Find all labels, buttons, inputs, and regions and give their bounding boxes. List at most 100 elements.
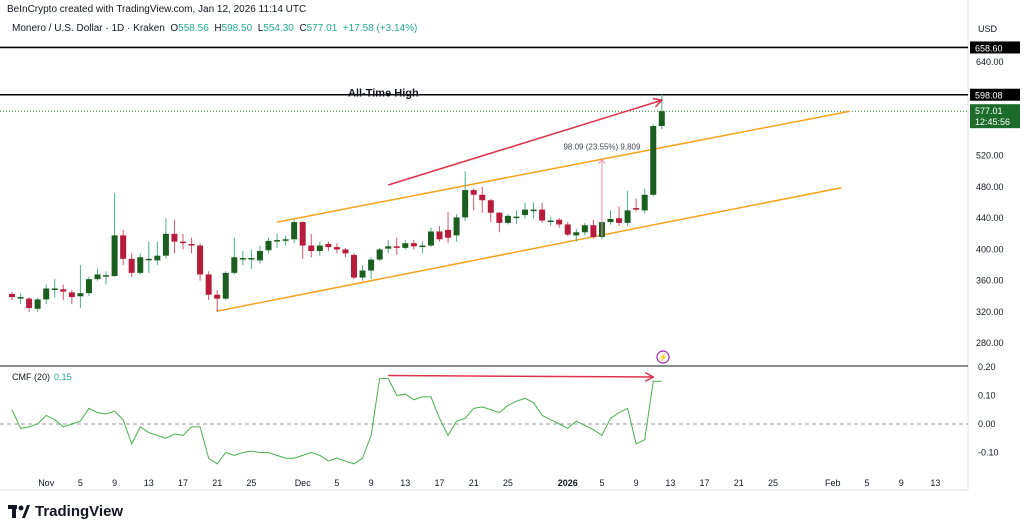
time-tick-label: 5 [864, 478, 869, 488]
candle-up [547, 220, 554, 223]
candle-down [393, 246, 400, 248]
candle-down [616, 218, 623, 223]
time-tick-label: 9 [369, 478, 374, 488]
candle-up [43, 288, 50, 300]
countdown-label: 12:45:56 [975, 117, 1010, 127]
candle-down [325, 243, 332, 248]
level-price-tag [970, 41, 1020, 54]
candle-down [564, 224, 571, 235]
time-tick-label: 17 [434, 478, 444, 488]
symbol-legend: Monero / U.S. Dollar · 1D · Kraken O558.… [12, 23, 417, 34]
candle-down [436, 231, 443, 240]
time-tick-label: 25 [246, 478, 256, 488]
candle-down [26, 298, 33, 309]
price-tick-label: 360.00 [976, 276, 1004, 286]
open-label: O [170, 23, 179, 34]
candle-down [188, 243, 195, 246]
low-label: L [257, 23, 264, 34]
candle-down [299, 222, 306, 246]
candle-up [376, 249, 383, 260]
price-trend-arrow-head [652, 97, 664, 108]
candle-down [68, 292, 75, 298]
candle-down [120, 235, 127, 259]
level-price-label: 598.08 [975, 91, 1003, 101]
cmf-line [11, 377, 662, 465]
symbol-name: Monero / U.S. Dollar · 1D · Kraken [12, 23, 165, 34]
time-tick-label: Dec [295, 478, 312, 488]
candle-up [427, 231, 434, 246]
candle-down [171, 233, 178, 242]
measure-label: 98.09 (23.55%) 9,809 [563, 143, 640, 152]
candle-up [103, 275, 110, 277]
candle-down [308, 245, 315, 252]
price-tick-label: 440.00 [976, 213, 1004, 223]
price-tick-label: 640.00 [976, 57, 1004, 67]
candle-down [479, 194, 486, 201]
candle-up [581, 225, 588, 233]
high-label: H [214, 23, 222, 34]
candle-down [9, 293, 15, 298]
price-tick-label: 280.00 [976, 338, 1004, 348]
time-tick-label: 5 [334, 478, 339, 488]
candle-up [17, 297, 24, 299]
candle-up [658, 111, 665, 127]
candle-up [137, 257, 144, 273]
candle-down [351, 254, 357, 278]
level-price-tag [970, 88, 1020, 101]
time-tick-label: Feb [825, 478, 841, 488]
candle-up [419, 245, 426, 248]
last-price-tag [970, 104, 1020, 129]
candle-up [453, 217, 460, 236]
tradingview-logo[interactable]: TradingView [8, 503, 123, 520]
candle-up [522, 209, 528, 216]
high-value: 598.50 [221, 23, 253, 34]
brand-name: TradingView [35, 503, 124, 520]
candle-up [385, 246, 392, 249]
time-tick-label: 9 [112, 478, 117, 488]
time-tick-label: 13 [930, 478, 940, 488]
candle-down [445, 229, 452, 238]
time-tick-label: 2026 [558, 478, 578, 488]
cmf-value: 0.15 [54, 372, 72, 382]
candle-up [77, 293, 84, 297]
candle-up [462, 190, 469, 218]
candle-up [650, 126, 657, 195]
candle-up [573, 232, 580, 236]
channel-line [276, 110, 851, 223]
currency-label: USD [978, 24, 998, 34]
candle-up [282, 239, 289, 241]
candle-up [607, 218, 614, 223]
time-tick-label: 13 [144, 478, 154, 488]
time-tick-label: 17 [178, 478, 188, 488]
candle-up [111, 235, 118, 276]
price-tick-label: 520.00 [976, 151, 1004, 161]
candle-up [274, 240, 281, 242]
candle-down [205, 274, 212, 295]
price-trend-arrow [387, 99, 663, 186]
close-label: C [299, 23, 307, 34]
cmf-legend: CMF (20) 0.15 [12, 372, 72, 382]
cmf-tick-label: 0.00 [978, 419, 996, 429]
candle-up [265, 240, 272, 251]
candle-up [368, 259, 375, 271]
price-tick-label: 480.00 [976, 182, 1004, 192]
candle-up [291, 222, 298, 240]
cmf-tick-label: -0.10 [978, 448, 999, 458]
candle-down [487, 200, 494, 213]
cmf-tick-label: 0.10 [978, 391, 996, 401]
candle-down [496, 212, 503, 223]
candle-up [239, 258, 246, 260]
candle-up [402, 243, 409, 248]
candle-up [85, 279, 92, 294]
time-tick-label: Nov [38, 478, 55, 488]
all-time-high-label: All-Time High [348, 88, 419, 100]
candle-down [214, 294, 221, 299]
time-tick-label: 13 [400, 478, 410, 488]
candle-down [333, 247, 340, 250]
measure-arrow-head [598, 158, 606, 164]
time-tick-label: 5 [78, 478, 83, 488]
candle-down [539, 209, 546, 221]
time-tick-label: 25 [503, 478, 513, 488]
time-tick-label: 9 [634, 478, 639, 488]
